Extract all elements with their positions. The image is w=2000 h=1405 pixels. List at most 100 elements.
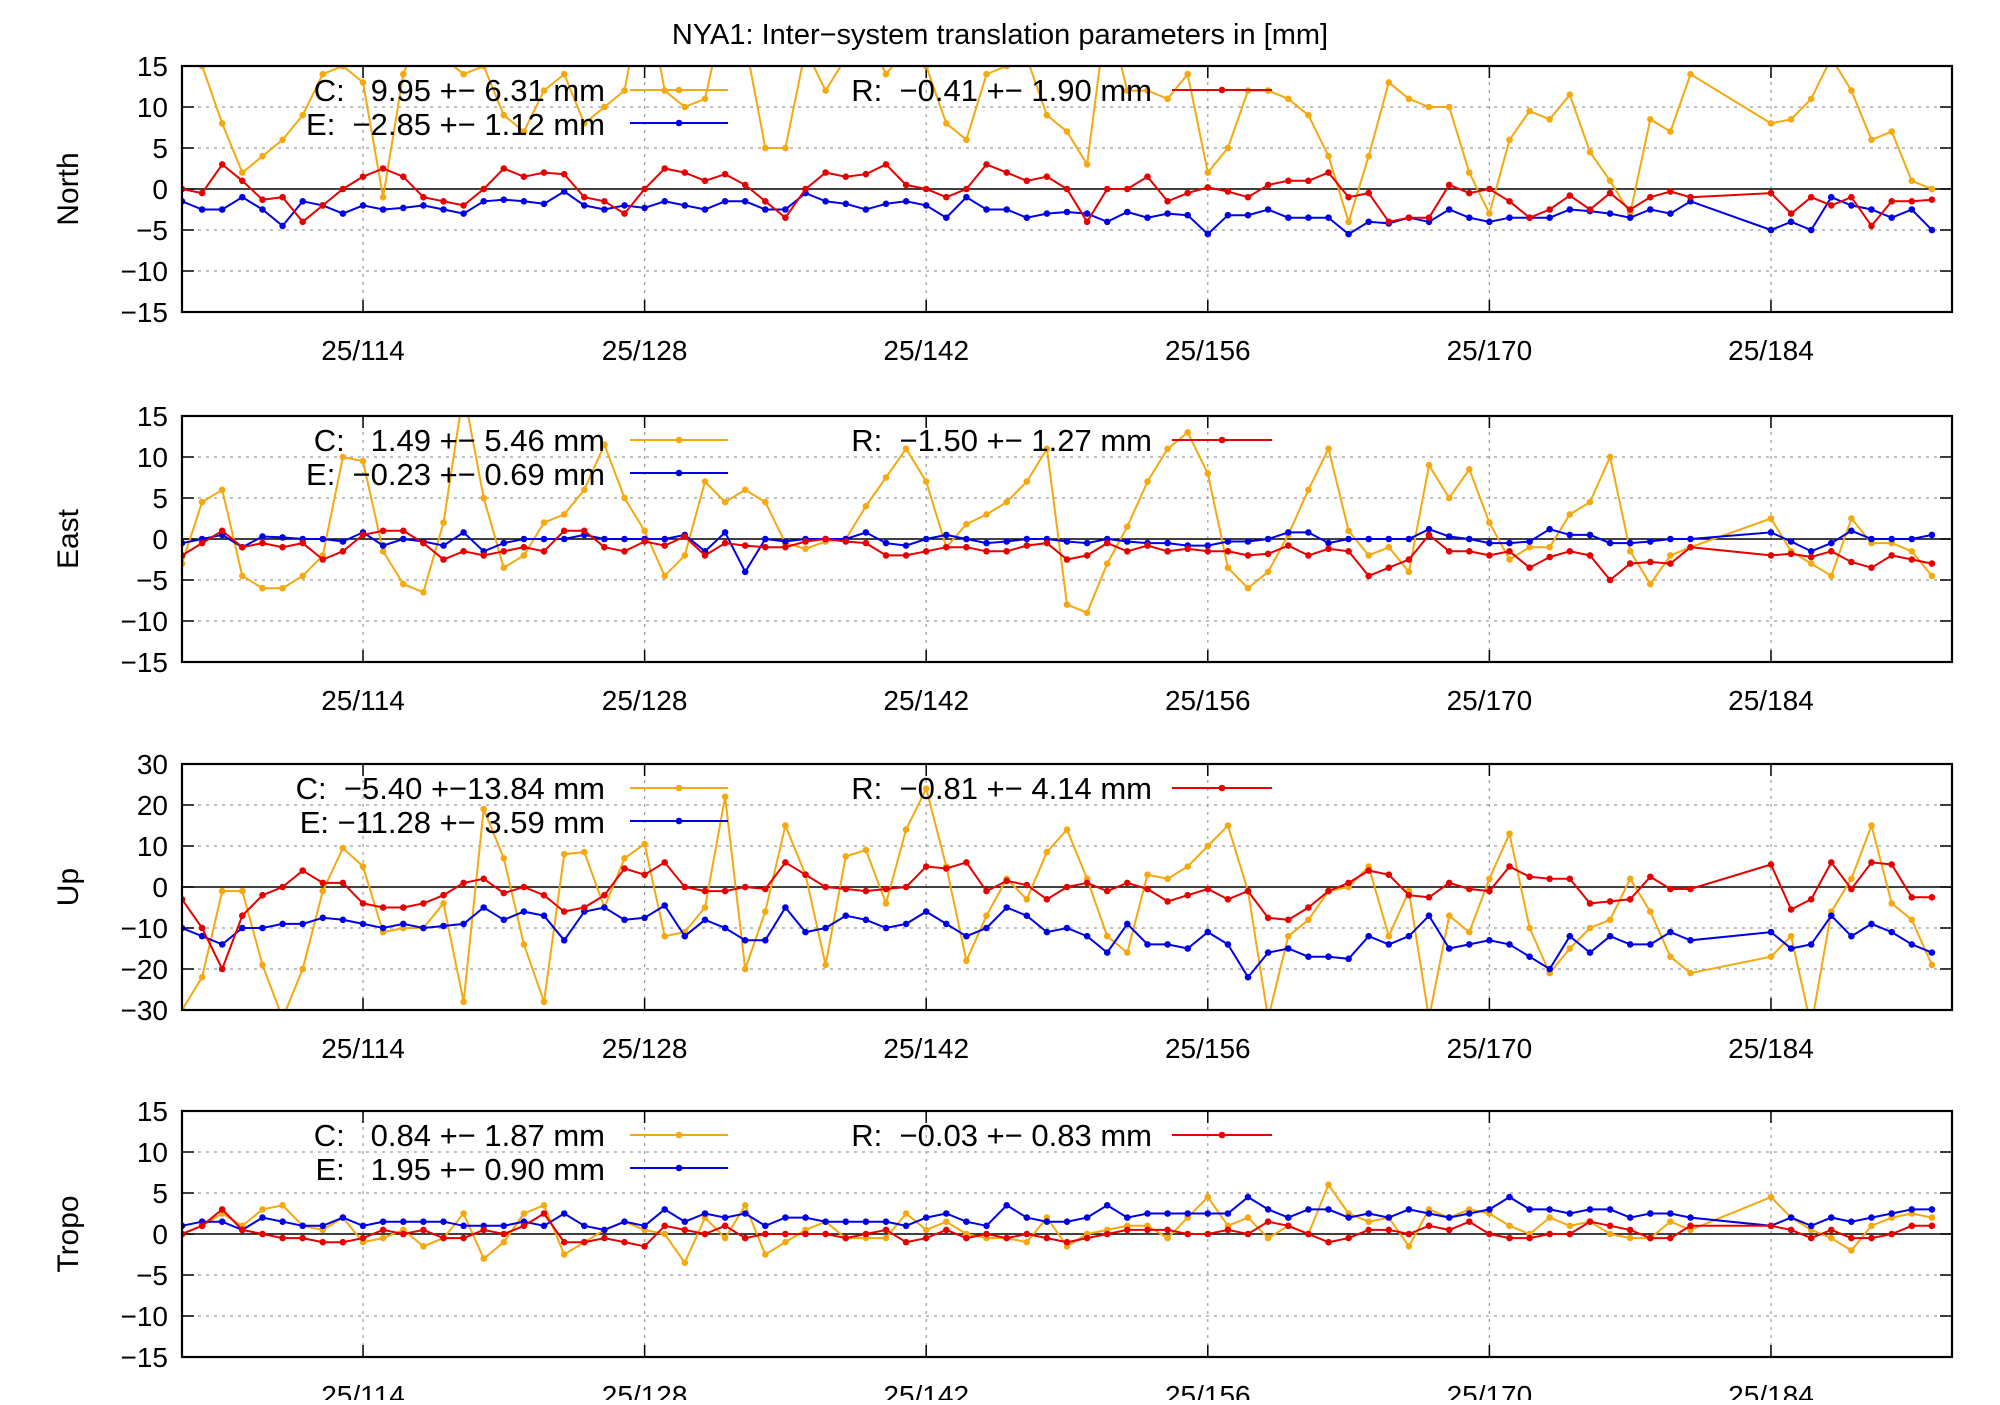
up-series-E-point — [1023, 912, 1031, 919]
north-series-C-point — [1868, 136, 1875, 144]
east-series-C-point — [1124, 523, 1131, 530]
east-series-E-point — [560, 535, 568, 543]
up-series-R-point — [1546, 875, 1553, 883]
tropo-series-R-point — [480, 1226, 488, 1234]
north-series-R-point — [1244, 193, 1252, 201]
north-series-C-point — [1908, 177, 1916, 185]
north-series-C-point — [963, 136, 970, 144]
up-series-E-point — [1124, 920, 1131, 928]
tropo-series-E-point — [540, 1222, 548, 1230]
east-legend-E-text: E: −0.23 +− 0.69 mm — [306, 457, 605, 492]
tropo-ytick-label-4: −5 — [136, 1260, 168, 1291]
tropo-ylabel: Tropo — [52, 1195, 85, 1272]
tropo-series-E-point — [1888, 1210, 1895, 1217]
east-series-R-point — [1687, 543, 1694, 551]
east-series-C-point — [1204, 470, 1212, 477]
up-series-R-point — [1083, 879, 1091, 887]
east-series-R-point — [1103, 539, 1111, 547]
up-xtick-label-2: 25/142 — [883, 1033, 969, 1064]
up-series-R-point — [319, 879, 327, 887]
north-series-R-point — [520, 173, 528, 180]
tropo-series-C-point — [379, 1234, 387, 1242]
tropo-series-E-point — [581, 1222, 588, 1230]
north-series-E-point — [339, 210, 347, 217]
east-series-R-point — [1063, 556, 1071, 563]
up-series-R-point — [1224, 896, 1232, 903]
up-series-E-point — [218, 941, 226, 948]
east-series-C-point — [741, 486, 749, 494]
east-xtick-label-2: 25/142 — [883, 685, 969, 716]
north-ytick-label-5: −10 — [121, 256, 169, 287]
north-panel: 15 10 5 0 −5 −10 −15 25/114 25/128 25/142 25/156 25… — [52, 51, 1954, 366]
tropo-series-E-point — [1687, 1214, 1694, 1221]
north-series-R-point — [1043, 173, 1051, 180]
up-series-C-point — [339, 844, 347, 852]
east-series-E-point — [601, 535, 608, 543]
north-series-C-point — [1124, 87, 1131, 94]
tropo-series-R-point — [379, 1226, 387, 1234]
up-ytick-label-3: 0 — [152, 872, 168, 903]
up-legend-R-text: R: −0.81 +− 4.14 mm — [851, 771, 1152, 806]
north-legend-E-marker — [675, 119, 683, 127]
east-series-R-point — [1486, 552, 1493, 559]
up-series-E-point — [1546, 965, 1553, 973]
up-series-E-point — [319, 914, 327, 922]
east-series-R-point — [218, 527, 226, 535]
east-series-C-point — [359, 457, 367, 465]
east-series-R-point — [1787, 550, 1795, 558]
east-series-C-point — [1928, 572, 1936, 580]
tropo-series-R-point — [581, 1238, 588, 1246]
up-series-C-point — [1687, 969, 1694, 977]
up-series-R-point — [963, 859, 970, 866]
east-series-C-point — [1606, 453, 1614, 461]
up-series-E-point — [1425, 912, 1433, 919]
north-series-E-point — [661, 198, 668, 205]
east-series-E-point — [1526, 538, 1533, 545]
up-series-R-point — [1566, 875, 1574, 883]
tropo-series-C-point — [1566, 1222, 1574, 1230]
east-series-E-point — [762, 535, 769, 543]
north-legend-C-text: C: 9.95 +− 6.31 mm — [314, 73, 605, 108]
up-series-C-point — [1063, 826, 1071, 833]
up-series-E-point — [1526, 953, 1533, 960]
up-series-R-point — [802, 871, 809, 878]
north-series-R-point — [1787, 210, 1795, 217]
tropo-series-C-point — [1325, 1181, 1332, 1189]
tropo-series-E-point — [218, 1218, 226, 1225]
east-series-R-point — [1204, 548, 1212, 555]
east-series-R-point — [520, 543, 528, 551]
north-series-R-point — [963, 185, 970, 193]
tropo-series-E-point — [1526, 1206, 1533, 1213]
tropo-series-R-point — [1144, 1226, 1151, 1234]
north-series-R-point — [1164, 198, 1171, 205]
north-series-R-point — [601, 198, 608, 205]
north-series-E-point — [1445, 206, 1453, 213]
up-series-C-point — [1023, 896, 1031, 903]
north-series-C-point — [1325, 152, 1332, 160]
north-series-R-point — [319, 202, 327, 209]
north-series-C-point — [1486, 210, 1493, 217]
up-series-E-point — [1445, 945, 1453, 952]
up-series-C-point — [721, 793, 729, 801]
tropo-legend-C-text: C: 0.84 +− 1.87 mm — [314, 1118, 605, 1153]
tropo-series-E-point — [983, 1222, 990, 1230]
up-series-E-point — [1586, 949, 1594, 956]
north-frame — [180, 64, 1954, 314]
tropo-series-E-point — [1848, 1218, 1855, 1225]
east-series-E-point — [1023, 535, 1031, 543]
up-ytick-label-6: −30 — [121, 995, 169, 1026]
east-series-C-point — [1908, 548, 1916, 555]
tropo-series-E-point — [1828, 1214, 1835, 1221]
east-series-E-point — [1063, 538, 1071, 545]
tropo-series-R-point — [400, 1230, 407, 1238]
tropo-series-R-point — [1023, 1230, 1031, 1238]
tropo-series-R-point — [1546, 1230, 1553, 1238]
north-series-E-point — [1103, 218, 1111, 226]
north-series-E-point — [1466, 214, 1473, 221]
east-series-C-point — [601, 441, 608, 449]
up-series-E-point — [239, 924, 246, 932]
tropo-series-R-point — [319, 1238, 327, 1246]
east-series-R-point — [1083, 552, 1091, 559]
east-series-E-point — [1083, 539, 1091, 547]
